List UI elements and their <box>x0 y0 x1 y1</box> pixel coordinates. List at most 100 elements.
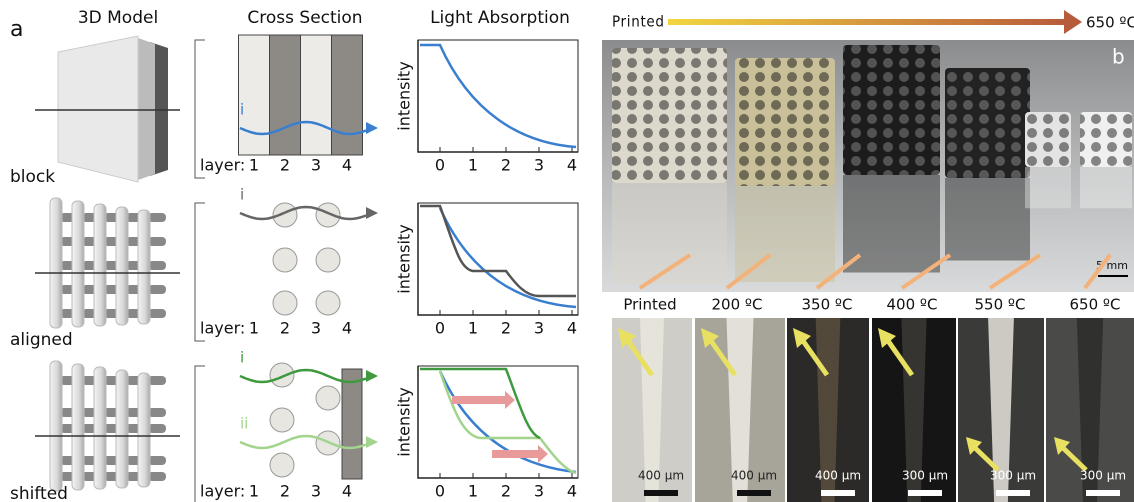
layer-number: 4 <box>342 156 352 175</box>
x-tick-label: 4 <box>567 156 577 175</box>
sample-label: 200 ºC <box>712 296 763 314</box>
plot-axes <box>418 203 578 315</box>
fiber <box>316 291 340 315</box>
ray-head <box>366 370 378 382</box>
pillar <box>72 201 84 327</box>
plot-axes <box>418 40 578 152</box>
layer-number: 2 <box>280 319 290 338</box>
row-label: block <box>10 167 55 187</box>
reflection <box>735 186 835 282</box>
x-tick-label: 2 <box>501 482 511 501</box>
arrow-start-label: Printed <box>612 13 664 31</box>
ray-label: i <box>240 101 244 119</box>
scale-bar <box>1086 490 1120 496</box>
fiber <box>273 291 297 315</box>
sample-label: 650 ºC <box>1070 296 1121 314</box>
stub <box>148 456 166 465</box>
scale-label: 400 μm <box>638 469 684 483</box>
lattice-holes <box>1080 112 1132 167</box>
block-face <box>58 36 138 182</box>
layer <box>342 369 362 479</box>
plot-frame <box>418 40 578 152</box>
page: a3D ModelCross SectionLight Absorptionbl… <box>0 0 1134 502</box>
stub <box>148 261 166 270</box>
fiber <box>270 408 294 432</box>
figure: a3D ModelCross SectionLight Absorptionbl… <box>0 0 1134 502</box>
lattice-holes <box>612 48 727 183</box>
ray-label: i <box>240 186 244 204</box>
panel-label: b <box>1112 45 1125 69</box>
ray-head <box>366 436 378 448</box>
scale-bar <box>908 490 942 496</box>
x-tick-label: 0 <box>435 319 445 338</box>
layer-label: layer: <box>200 156 245 175</box>
scale-bar <box>821 490 855 496</box>
reflection <box>1080 167 1132 208</box>
reflection <box>1025 167 1071 208</box>
shift-arrow-head <box>505 391 515 409</box>
stub <box>148 213 166 222</box>
lattice-holes <box>843 45 940 175</box>
layer-label: layer: <box>200 319 245 338</box>
lattice-holes <box>945 68 1030 178</box>
fiber <box>316 386 340 410</box>
layer-number: 2 <box>280 482 290 501</box>
stub <box>148 237 166 246</box>
plot-frame <box>418 366 578 478</box>
scale-bar <box>644 490 678 496</box>
x-tick-label: 1 <box>468 319 478 338</box>
layer <box>239 35 270 155</box>
layer <box>270 35 301 155</box>
fiber <box>316 203 340 227</box>
stub <box>148 408 166 417</box>
layer-number: 3 <box>311 482 321 501</box>
layer-number: 1 <box>249 482 259 501</box>
column-header: Light Absorption <box>430 8 570 28</box>
shift-arrow <box>492 450 538 458</box>
scale-bar <box>737 490 771 496</box>
scale-label: 400 μm <box>815 469 861 483</box>
pillar <box>138 373 150 487</box>
pillar <box>138 210 150 324</box>
layer-number: 2 <box>280 156 290 175</box>
x-tick-label: 4 <box>567 482 577 501</box>
y-axis-label: intensity <box>395 61 414 130</box>
y-axis-label: intensity <box>395 224 414 293</box>
lattice-holes <box>1025 112 1071 167</box>
x-tick-label: 3 <box>534 482 544 501</box>
layer-number: 3 <box>311 319 321 338</box>
light-ray <box>240 207 366 219</box>
x-tick-label: 1 <box>468 156 478 175</box>
layer <box>332 35 363 155</box>
ray-head <box>366 122 378 134</box>
sample-label: 400 ºC <box>887 296 938 314</box>
x-tick-label: 3 <box>534 156 544 175</box>
scale-label: 300 μm <box>902 469 948 483</box>
sample-label: 350 ºC <box>802 296 853 314</box>
slab <box>138 38 155 180</box>
shift-arrow <box>452 396 505 404</box>
temperature-arrow <box>668 19 1066 25</box>
layer-number: 4 <box>342 482 352 501</box>
y-axis-label: intensity <box>395 387 414 456</box>
sample-label: 550 ºC <box>975 296 1026 314</box>
layer-label: layer: <box>200 482 245 501</box>
pillar <box>72 364 84 490</box>
fiber <box>270 453 294 477</box>
x-tick-label: 2 <box>501 319 511 338</box>
sample-label: Printed <box>623 296 676 314</box>
plot-axes <box>418 366 578 478</box>
stub <box>148 285 166 294</box>
x-tick-label: 1 <box>468 482 478 501</box>
x-tick-label: 2 <box>501 156 511 175</box>
layer-number: 3 <box>311 156 321 175</box>
lattice-holes <box>735 58 835 186</box>
ray-label: i <box>240 349 244 367</box>
stub <box>148 424 166 433</box>
x-tick-label: 0 <box>435 482 445 501</box>
ray-label: ii <box>240 415 248 433</box>
column-header: Cross Section <box>247 8 362 28</box>
arrow-end-label: 650 ºC <box>1086 14 1134 32</box>
pillar <box>50 361 62 491</box>
x-tick-label: 3 <box>534 319 544 338</box>
